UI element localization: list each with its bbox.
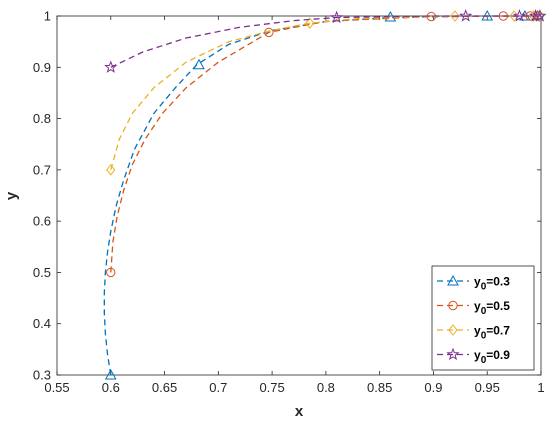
x-tick-label: 0.9 xyxy=(424,380,442,395)
legend-label: y0=0.9 xyxy=(474,348,510,366)
legend-label-sub: 0 xyxy=(481,331,487,342)
y-axis-label: y xyxy=(3,191,20,200)
x-tick-label: 0.7 xyxy=(209,380,227,395)
legend-entry-1: y0=0.5 xyxy=(437,299,510,317)
y-tick-label: 0.4 xyxy=(33,316,51,331)
series-marker-3 xyxy=(104,60,118,73)
legend-label-sub: 0 xyxy=(481,282,487,293)
x-tick-label: 0.8 xyxy=(317,380,335,395)
legend-label-base: y xyxy=(474,275,481,289)
y-tick-label: 0.7 xyxy=(33,162,51,177)
x-tick-label: 0.95 xyxy=(475,380,500,395)
series-line-3 xyxy=(110,15,541,68)
y-tick-label: 0.8 xyxy=(33,111,51,126)
series-marker-3 xyxy=(459,9,473,22)
y-tick-label: 0.3 xyxy=(33,368,51,383)
legend-entry-3: y0=0.9 xyxy=(437,347,510,366)
legend-entry-2: y0=0.7 xyxy=(437,324,510,342)
legend-label-value: =0.9 xyxy=(486,348,510,362)
x-tick-label: 0.75 xyxy=(259,380,284,395)
series-3 xyxy=(104,9,547,73)
series-layer xyxy=(103,9,547,380)
legend-label-base: y xyxy=(474,324,481,338)
legend-entry-0: y0=0.3 xyxy=(437,275,510,293)
legend-marker xyxy=(448,300,458,311)
series-marker-0 xyxy=(193,58,205,70)
x-tick-label: 0.6 xyxy=(102,380,120,395)
legend-label-value: =0.5 xyxy=(486,299,510,313)
legend-marker xyxy=(446,347,460,361)
x-axis-label: x xyxy=(295,403,304,420)
legend-label-value: =0.3 xyxy=(486,275,510,289)
series-marker-3 xyxy=(529,9,543,22)
series-marker-2 xyxy=(305,17,315,29)
series-marker-1 xyxy=(106,267,116,278)
x-tick-label: 0.55 xyxy=(44,380,69,395)
legend-label-base: y xyxy=(474,348,481,362)
legend-label-value: =0.7 xyxy=(486,324,510,338)
x-tick-label: 1 xyxy=(537,380,544,395)
series-marker-3 xyxy=(533,9,547,22)
y-tick-label: 0.9 xyxy=(33,60,51,75)
legend-label-base: y xyxy=(474,299,481,313)
series-marker-0 xyxy=(104,368,117,380)
series-marker-2 xyxy=(450,10,460,22)
y-tick-label: 0.5 xyxy=(33,265,51,280)
series-marker-3 xyxy=(512,9,527,22)
legend-label-sub: 0 xyxy=(481,306,487,317)
axis-ticks: 0.55 0.6 0.65 0.7 0.75 0.8 0.85 0.9 0.95 1 0.3 0.4 0… xyxy=(33,9,545,396)
legend-label-sub: 0 xyxy=(481,355,487,366)
series-line-2 xyxy=(110,15,541,171)
legend-label: y0=0.5 xyxy=(474,299,510,317)
series-marker-3 xyxy=(330,10,344,24)
legend-label: y0=0.3 xyxy=(474,275,510,293)
legend-marker xyxy=(447,274,459,286)
x-tick-label: 0.85 xyxy=(367,380,392,395)
legend-label: y0=0.7 xyxy=(474,324,510,342)
legend-marker xyxy=(448,324,458,336)
series-marker-2 xyxy=(106,164,116,176)
series-marker-1 xyxy=(264,27,274,38)
y-tick-label: 0.6 xyxy=(33,214,51,229)
legend: y0=0.3y0=0.5y0=0.7y0=0.9 xyxy=(431,265,535,371)
x-tick-label: 0.65 xyxy=(152,380,177,395)
y-tick-label: 1 xyxy=(44,9,51,24)
